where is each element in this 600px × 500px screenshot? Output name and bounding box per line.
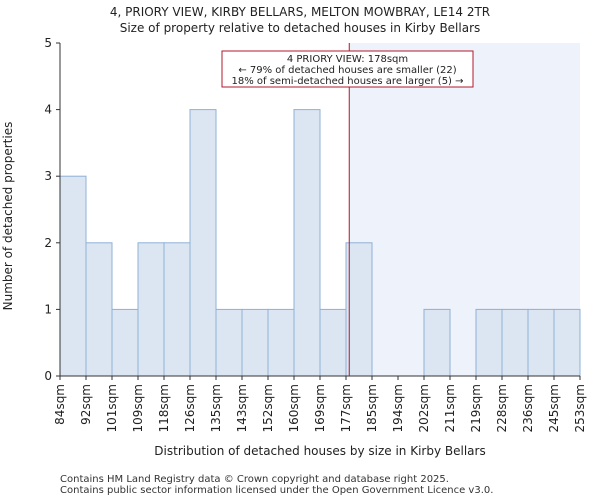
y-axis-label: Number of detached properties [1, 121, 15, 311]
bar-236sqm [527, 308, 555, 377]
annotation-line-1: 4 PRIORY VIEW: 178sqm [287, 54, 408, 65]
x-axis-label: Distribution of detached houses by size … [154, 444, 486, 458]
chart-subtitle: Size of property relative to detached ho… [119, 21, 481, 35]
bar-219sqm [475, 308, 503, 377]
y-tick-label-3: 3 [44, 169, 52, 183]
x-tick-label-135sqm: 135sqm [209, 384, 223, 432]
x-tick-label-84sqm: 84sqm [53, 384, 67, 425]
x-tick-label-101sqm: 101sqm [105, 384, 119, 432]
footer-line-1: Contains HM Land Registry data © Crown c… [60, 474, 449, 485]
y-tick-label-4: 4 [44, 103, 52, 117]
x-tick-label-185sqm: 185sqm [365, 384, 379, 432]
annotation-line-3: 18% of semi-detached houses are larger (… [231, 76, 463, 87]
bar-160sqm [293, 109, 321, 377]
bar-177sqm [345, 242, 373, 377]
bar-202sqm [423, 308, 451, 377]
x-tick-label-194sqm: 194sqm [391, 384, 405, 432]
annotation-line-2: ← 79% of detached houses are smaller (22… [238, 65, 456, 76]
y-tick-label-5: 5 [44, 36, 52, 50]
footer-line-2: Contains public sector information licen… [60, 485, 494, 496]
x-tick-label-253sqm: 253sqm [573, 384, 587, 432]
x-tick-label-118sqm: 118sqm [157, 384, 171, 432]
x-tick-label-245sqm: 245sqm [547, 384, 561, 432]
bar-135sqm [215, 308, 243, 377]
chart-title: 4, PRIORY VIEW, KIRBY BELLARS, MELTON MO… [109, 5, 491, 19]
x-tick-label-160sqm: 160sqm [287, 384, 301, 432]
x-tick-label-169sqm: 169sqm [313, 384, 327, 432]
y-tick-label-2: 2 [44, 236, 52, 250]
bar-169sqm [319, 308, 347, 377]
y-tick-label-0: 0 [44, 369, 52, 383]
x-tick-label-236sqm: 236sqm [521, 384, 535, 432]
x-tick-label-109sqm: 109sqm [131, 384, 145, 432]
bar-152sqm [267, 308, 295, 377]
annotation-box [221, 50, 474, 88]
bar-143sqm [241, 308, 269, 377]
x-tick-label-211sqm: 211sqm [443, 384, 457, 432]
bar-245sqm [553, 308, 581, 377]
x-tick-label-92sqm: 92sqm [79, 384, 93, 425]
y-tick-label-1: 1 [44, 302, 52, 316]
bar-118sqm [163, 242, 191, 377]
x-tick-label-126sqm: 126sqm [183, 384, 197, 432]
x-tick-label-202sqm: 202sqm [417, 384, 431, 432]
x-tick-label-177sqm: 177sqm [339, 384, 353, 432]
x-tick-label-219sqm: 219sqm [469, 384, 483, 432]
bar-84sqm [59, 175, 87, 377]
x-tick-label-152sqm: 152sqm [261, 384, 275, 432]
bar-101sqm [111, 308, 139, 377]
x-tick-label-143sqm: 143sqm [235, 384, 249, 432]
bar-109sqm [137, 242, 165, 377]
bar-126sqm [189, 109, 217, 377]
x-tick-label-228sqm: 228sqm [495, 384, 509, 432]
bar-228sqm [501, 308, 529, 377]
bar-92sqm [85, 242, 113, 377]
